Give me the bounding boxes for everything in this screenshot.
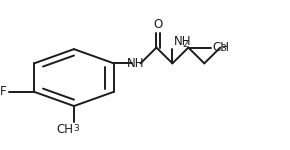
Text: CH: CH [213,41,230,54]
Text: 3: 3 [73,124,79,133]
Text: NH: NH [127,57,144,70]
Text: CH: CH [56,123,73,136]
Text: O: O [153,18,162,31]
Text: F: F [0,85,7,98]
Text: NH: NH [173,35,191,48]
Text: 2: 2 [182,40,188,49]
Text: 3: 3 [220,44,226,53]
